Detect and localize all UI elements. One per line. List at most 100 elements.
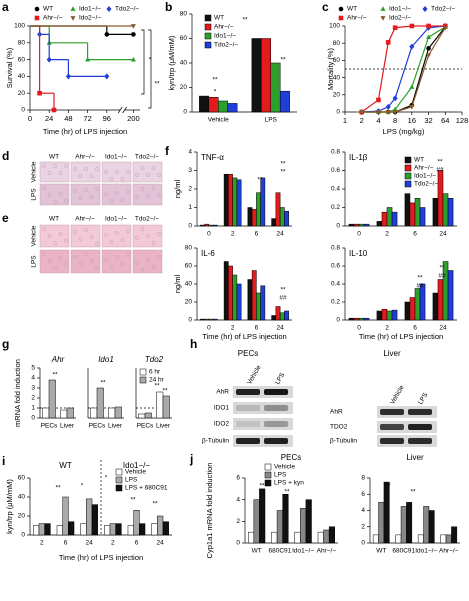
tissue-texture [151, 241, 156, 245]
bar [60, 409, 68, 419]
blot-band [264, 389, 288, 395]
legend-label: Ido2−/− [79, 15, 101, 22]
bar [305, 499, 312, 544]
data-point [409, 43, 415, 50]
bar [275, 192, 281, 227]
blot-group-label: Liver [383, 349, 401, 358]
x-tick-label: 6 [255, 231, 259, 238]
tissue-texture [73, 167, 77, 171]
column-label: Tdo2−/− [135, 216, 159, 223]
lane-label: LPS [274, 371, 287, 386]
y-tick-label: 0 [336, 317, 340, 324]
x-tick-label: Ahr−/− [439, 548, 459, 555]
legend-label: Tdo2−/− [414, 181, 438, 188]
bar [247, 207, 253, 227]
y-tick-label: 0 [21, 107, 25, 114]
tissue-texture [73, 189, 77, 193]
bar [208, 318, 214, 321]
x-tick-label: PECs [41, 423, 58, 430]
group-label: WT [59, 461, 72, 470]
x-axis-label: Time (hr) of LPS injection [59, 553, 143, 562]
bar [200, 224, 205, 227]
tissue-texture [42, 186, 46, 190]
tissue-texture [64, 164, 68, 168]
tissue-texture [42, 227, 46, 231]
data-point [426, 46, 431, 51]
bar [96, 387, 104, 419]
legend-swatch [139, 368, 147, 376]
bar [80, 523, 87, 536]
bar [445, 534, 452, 544]
x-tick-label: 48 [64, 114, 72, 123]
lane-label: Vehicle [246, 364, 263, 386]
tissue-texture [151, 166, 156, 170]
y-axis-label: mRNA fold induction [13, 359, 22, 427]
bar [218, 100, 228, 113]
tissue-texture [78, 196, 83, 200]
legend-label: 6 hr [149, 369, 161, 376]
tissue-texture [78, 237, 83, 241]
bar [353, 317, 360, 321]
blot-strip [233, 418, 293, 430]
x-tick-label: Ido1−/− [292, 548, 314, 555]
tissue-texture [64, 263, 68, 267]
bar [108, 407, 116, 419]
y-tick-label: 4 [236, 496, 240, 503]
legend-label: Tdo2−/− [214, 42, 238, 49]
row-label: LPS [31, 255, 38, 268]
bar [440, 534, 447, 544]
x-tick-label: 24 [45, 114, 53, 123]
bar [127, 525, 134, 536]
x-tick-label: 0 [357, 231, 361, 238]
row-label: LPS [31, 188, 38, 201]
bar [228, 173, 233, 227]
x-tick-label: WT [252, 548, 262, 555]
column-label: Ahr−/− [75, 154, 95, 161]
significance-mark: ** [130, 497, 136, 504]
tissue-texture [78, 174, 83, 178]
tissue-texture [157, 232, 161, 236]
x-tick-label: 24 [439, 231, 447, 238]
significance-mark: ** [100, 380, 106, 387]
y-tick-label: 8 [361, 475, 365, 482]
y-axis-label: Survival (%) [5, 47, 14, 88]
tissue-texture [157, 255, 161, 259]
protein-label: IDO1 [214, 405, 230, 412]
legend-label: LPS + 680C91 [125, 485, 168, 492]
y-tick-label: 60 [18, 475, 26, 482]
micrograph [70, 224, 101, 248]
significance-mark: * [149, 57, 152, 64]
significance-mark: ** [439, 265, 445, 272]
y-tick-label: 0.4 [331, 186, 340, 193]
significance-mark: ** [284, 489, 290, 496]
bar [391, 211, 398, 227]
tissue-texture [140, 227, 145, 231]
tissue-texture [157, 173, 161, 177]
blot-band [236, 389, 260, 395]
protein-label: TDO2 [330, 424, 348, 431]
legend-label: WT [414, 157, 424, 164]
bar [56, 525, 63, 536]
data-point [46, 56, 52, 63]
data-point [376, 97, 381, 103]
x-tick-label: 2 [111, 540, 115, 547]
tissue-texture [89, 259, 94, 263]
bar [282, 494, 289, 544]
blot-band [264, 405, 288, 411]
tissue-texture [53, 266, 57, 270]
data-point [51, 107, 57, 113]
tissue-texture [146, 234, 150, 238]
bar [363, 223, 370, 227]
legend-label: Tdo2−/− [115, 6, 139, 13]
legend-label: Ahr−/− [414, 165, 434, 172]
tissue-texture [47, 234, 52, 238]
micrograph [101, 249, 132, 274]
x-tick-label: 2 [385, 325, 389, 332]
column-label: WT [49, 216, 59, 223]
tissue-texture [84, 188, 88, 192]
legend-swatch [404, 156, 412, 164]
chart-title: Tdo2 [145, 355, 164, 364]
bar [404, 193, 411, 227]
y-tick-label: 4 [361, 507, 365, 514]
bar [381, 211, 388, 227]
